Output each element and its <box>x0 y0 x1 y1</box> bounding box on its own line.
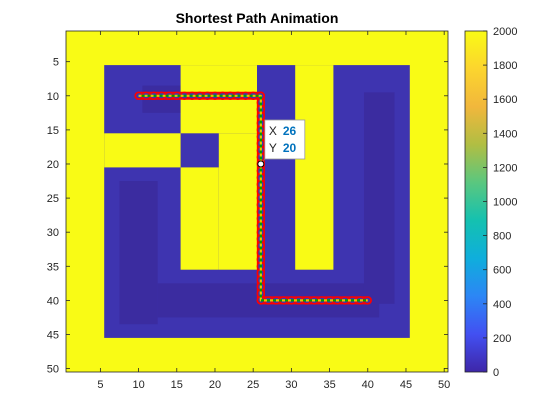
datatip-y-value: 20 <box>283 141 297 155</box>
datatip[interactable]: X 26 Y 20 <box>257 119 306 168</box>
datatip-marker[interactable] <box>257 160 265 168</box>
y-tick-label: 45 <box>47 329 59 341</box>
y-tick-label: 30 <box>47 227 59 239</box>
wall-region <box>180 167 219 270</box>
axes-box <box>65 30 449 373</box>
y-axis: 5 10 15 20 25 30 35 40 45 50 <box>47 57 448 376</box>
x-tick-label: 20 <box>209 379 221 391</box>
shaded-region <box>119 181 158 325</box>
colorbar-tick-label: 1200 <box>493 162 517 174</box>
x-tick-label: 40 <box>362 379 374 391</box>
x-tick-label: 25 <box>247 379 259 391</box>
y-tick-label: 35 <box>47 261 59 273</box>
colorbar: 0 200 400 600 800 1000 1200 1400 1600 1800 2000 <box>464 26 517 379</box>
path-line-yellow <box>138 94 368 302</box>
y-tick-label: 10 <box>47 91 59 103</box>
colorbar-tick-label: 1000 <box>493 197 517 209</box>
colorbar-tick-label: 1600 <box>493 94 517 106</box>
colorbar-tick-label: 600 <box>493 265 511 277</box>
x-tick-label: 45 <box>400 379 412 391</box>
x-tick-label: 50 <box>438 379 450 391</box>
datatip-x-value: 26 <box>283 124 297 138</box>
colorbar-tick-label: 1800 <box>493 60 517 72</box>
shortest-path <box>134 91 372 305</box>
colorbar-tick-label: 400 <box>493 299 511 311</box>
x-tick-label: 5 <box>97 379 103 391</box>
colorbar-tick-label: 2000 <box>493 26 517 38</box>
colorbar-tick-label: 200 <box>493 333 511 345</box>
colorbar-tick-label: 800 <box>493 231 511 243</box>
wall-region <box>218 133 257 270</box>
wall-region <box>104 133 181 168</box>
chart-title: Shortest Path Animation <box>176 10 339 26</box>
y-tick-label: 40 <box>47 295 59 307</box>
datatip-x-label: X <box>269 124 277 138</box>
x-tick-label: 15 <box>171 379 183 391</box>
y-tick-label: 25 <box>47 193 59 205</box>
datatip-y-label: Y <box>269 141 277 155</box>
x-tick-label: 35 <box>323 379 335 391</box>
y-tick-label: 20 <box>47 159 59 171</box>
datatip-box <box>264 119 306 160</box>
colorbar-tick-label: 1400 <box>493 128 517 140</box>
shaded-region <box>363 92 395 304</box>
x-tick-label: 10 <box>132 379 144 391</box>
y-tick-label: 5 <box>53 57 59 69</box>
y-tick-label: 15 <box>47 125 59 137</box>
wall-region <box>295 65 334 270</box>
colorbar-tick-label: 0 <box>493 367 499 379</box>
y-tick-label: 50 <box>47 364 59 376</box>
x-axis: 5 10 15 20 25 30 35 40 45 50 <box>97 31 450 391</box>
x-tick-label: 30 <box>285 379 297 391</box>
